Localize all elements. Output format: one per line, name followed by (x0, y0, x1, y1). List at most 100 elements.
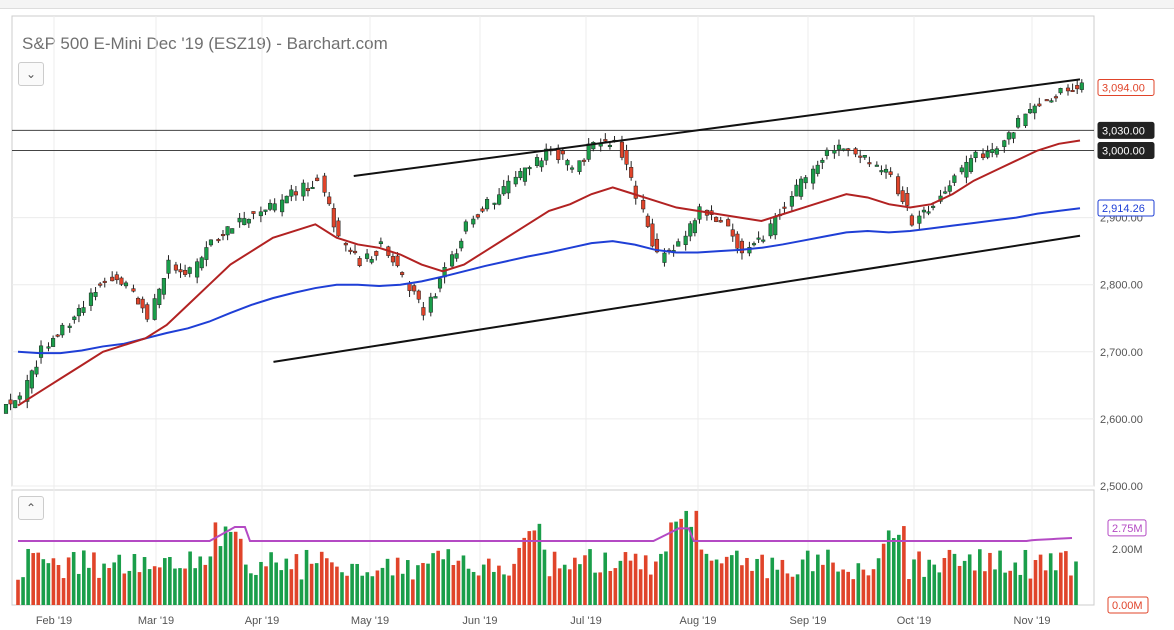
volume-bar (957, 565, 962, 605)
price-badge-label: 3,094.00 (1102, 82, 1145, 94)
volume-bar (1003, 572, 1007, 605)
volume-bar (31, 553, 35, 605)
candle-body (220, 234, 226, 237)
volume-bar (456, 560, 461, 605)
chart-title: S&P 500 E-Mini Dec '19 (ESZ19) - Barchar… (22, 34, 388, 53)
candle-body (879, 170, 884, 173)
volume-bar (729, 555, 734, 605)
candle-body (123, 282, 129, 287)
candle-body (527, 167, 532, 170)
volume-bar (1048, 553, 1053, 605)
volume-bar (233, 531, 238, 605)
channel-line (273, 234, 1081, 363)
volume-bar (259, 561, 263, 605)
candle-body (794, 184, 799, 197)
candle-body (853, 148, 858, 155)
volume-bar (552, 551, 557, 605)
candle-body (237, 217, 242, 223)
volume-bar (223, 526, 228, 605)
volume-bar (127, 570, 132, 605)
volume-bar (1038, 554, 1043, 605)
volume-bar (92, 552, 96, 605)
candle-body (280, 199, 285, 213)
candle-body (246, 218, 251, 224)
candle-body (183, 269, 188, 275)
candle-body (952, 175, 957, 183)
chevron-down-icon[interactable]: ⌄ (18, 62, 44, 86)
volume-bar (664, 551, 668, 605)
volume-bar (502, 574, 506, 605)
candle-body (102, 280, 107, 283)
volume-bar (972, 570, 977, 605)
candle-body (569, 167, 575, 170)
volume-bar (724, 556, 729, 605)
candle-body (1065, 87, 1071, 92)
candle-body (1006, 132, 1011, 140)
candle-body (1075, 85, 1080, 90)
volume-bar (1053, 570, 1058, 605)
volume-bar (805, 550, 810, 605)
candle-body (803, 177, 808, 184)
candle-body (110, 276, 115, 282)
candle-body (820, 159, 825, 163)
candle-body (730, 229, 735, 237)
candle-body (917, 215, 922, 224)
volume-bar (36, 552, 41, 605)
volume-bar (1043, 570, 1048, 605)
candle-body (166, 259, 171, 274)
x-tick-label: May '19 (351, 615, 389, 627)
volume-bar (370, 576, 375, 605)
candle-body (301, 182, 306, 197)
volume-bar (97, 577, 101, 605)
candle-body (46, 346, 51, 349)
candle-body (204, 247, 209, 260)
candle-body (98, 283, 103, 286)
volume-axis-label: 2.00M (1112, 544, 1143, 556)
candle-body (1044, 99, 1049, 102)
volume-bar (638, 569, 643, 605)
volume-bar (87, 567, 91, 605)
volume-bar (284, 558, 289, 605)
candle-body (225, 226, 230, 236)
candle-body (603, 139, 608, 142)
volume-bar (102, 563, 106, 605)
volume-bar (704, 553, 709, 605)
candle-body (8, 399, 13, 405)
chevron-up-icon[interactable]: ⌃ (18, 496, 44, 520)
candle-body (841, 148, 846, 151)
candle-body (157, 288, 162, 305)
volume-bar (927, 559, 931, 605)
price-badges: 3,094.00 3,030.00 3,000.00 2,914.26 0.00M 2.7… (1097, 78, 1155, 614)
volume-bar (1008, 570, 1012, 605)
candle-body (943, 191, 948, 194)
candle-body (905, 193, 910, 206)
volume-bar (886, 530, 891, 605)
volume-bar (1074, 561, 1078, 605)
volume-bar (760, 554, 764, 605)
volume-bar (937, 572, 942, 605)
candle-body (964, 161, 969, 178)
candle-body (867, 162, 872, 165)
candle-body (114, 274, 119, 281)
volume-bar (790, 576, 795, 605)
volume-bar (26, 548, 30, 605)
candle-body (1079, 82, 1084, 90)
volume-bar (578, 564, 582, 605)
candle-body (480, 208, 485, 212)
volume-bar (532, 530, 537, 605)
volume-bar (907, 579, 911, 605)
volume-bar (967, 554, 972, 605)
volume-bar (66, 557, 71, 605)
candle-body (433, 296, 438, 299)
candle-body (1070, 90, 1075, 93)
volume-bar (314, 563, 319, 605)
candle-body (534, 157, 540, 166)
candle-body (208, 239, 214, 246)
volume-bar (21, 577, 25, 605)
volume-bar (517, 547, 521, 605)
candle-body (161, 278, 166, 295)
volume-bar (745, 557, 749, 605)
candle-body (641, 199, 646, 210)
volume-bar (193, 568, 197, 605)
volume-bar (147, 569, 152, 605)
